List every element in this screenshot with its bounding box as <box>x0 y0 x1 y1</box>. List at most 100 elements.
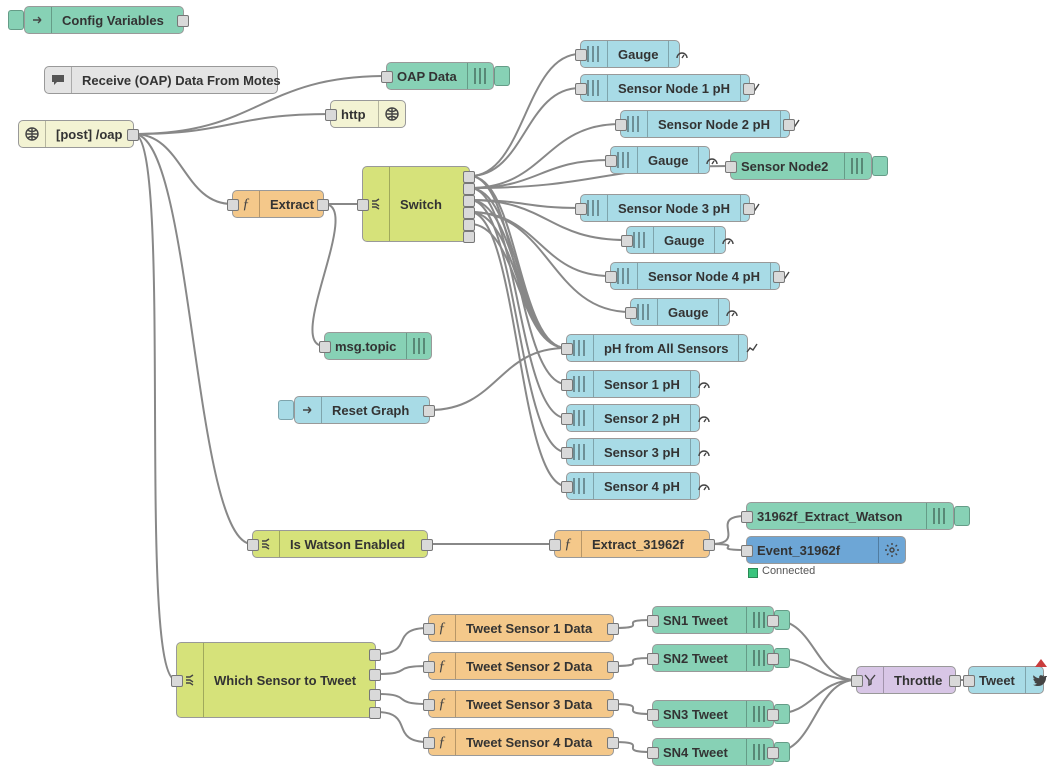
input-port[interactable] <box>647 615 659 627</box>
node-tw_s3[interactable]: ƒTweet Sensor 3 Data <box>428 690 614 718</box>
input-port[interactable] <box>561 413 573 425</box>
node-gauge3[interactable]: Gauge <box>626 226 726 254</box>
node-sn1_tweet[interactable]: SN1 Tweet <box>652 606 774 634</box>
action-button[interactable] <box>872 156 888 176</box>
wire[interactable] <box>470 224 566 348</box>
input-port[interactable] <box>247 539 259 551</box>
wire[interactable] <box>376 628 428 654</box>
input-port[interactable] <box>561 481 573 493</box>
node-extract_31962f[interactable]: ƒExtract_31962f <box>554 530 710 558</box>
node-s2_ph[interactable]: Sensor 2 pH <box>566 404 700 432</box>
node-which_sensor[interactable]: Which Sensor to Tweet <box>176 642 376 718</box>
node-sn4_tweet[interactable]: SN4 Tweet <box>652 738 774 766</box>
action-button[interactable] <box>954 506 970 526</box>
node-s1_ph[interactable]: Sensor 1 pH <box>566 370 700 398</box>
output-port[interactable] <box>703 539 715 551</box>
node-extract[interactable]: ƒExtract <box>232 190 324 218</box>
inject-button[interactable] <box>8 10 24 30</box>
node-tw_s1[interactable]: ƒTweet Sensor 1 Data <box>428 614 614 642</box>
inject-button[interactable] <box>278 400 294 420</box>
wire[interactable] <box>470 176 566 348</box>
wire[interactable] <box>430 348 566 410</box>
node-config_vars[interactable]: Config Variables <box>24 6 184 34</box>
output-port[interactable] <box>463 207 475 219</box>
input-port[interactable] <box>423 623 435 635</box>
wire[interactable] <box>470 200 580 208</box>
wire[interactable] <box>134 114 330 134</box>
node-s4_ph[interactable]: Sensor 4 pH <box>566 472 700 500</box>
output-port[interactable] <box>743 83 755 95</box>
node-oap_data[interactable]: OAP Data <box>386 62 494 90</box>
output-port[interactable] <box>421 539 433 551</box>
node-switch[interactable]: Switch <box>362 166 470 242</box>
input-port[interactable] <box>851 675 863 687</box>
node-ph_all[interactable]: pH from All Sensors <box>566 334 748 362</box>
wire[interactable] <box>470 160 610 188</box>
input-port[interactable] <box>605 155 617 167</box>
node-http[interactable]: http <box>330 100 406 128</box>
output-port[interactable] <box>767 747 779 759</box>
node-sn2_ph[interactable]: Sensor Node 2 pH <box>620 110 790 138</box>
node-event_31962f[interactable]: Event_31962f <box>746 536 906 564</box>
wire[interactable] <box>470 88 580 176</box>
input-port[interactable] <box>561 379 573 391</box>
input-port[interactable] <box>741 545 753 557</box>
input-port[interactable] <box>963 675 975 687</box>
input-port[interactable] <box>319 341 331 353</box>
input-port[interactable] <box>621 235 633 247</box>
wire[interactable] <box>376 712 428 742</box>
input-port[interactable] <box>575 83 587 95</box>
input-port[interactable] <box>741 511 753 523</box>
output-port[interactable] <box>463 219 475 231</box>
output-port[interactable] <box>177 15 189 27</box>
node-sn3_ph[interactable]: Sensor Node 3 pH <box>580 194 750 222</box>
output-port[interactable] <box>369 649 381 661</box>
input-port[interactable] <box>575 49 587 61</box>
node-sensor_node2[interactable]: Sensor Node2 <box>730 152 872 180</box>
input-port[interactable] <box>725 161 737 173</box>
node-comment_oap[interactable]: Receive (OAP) Data From Motes <box>44 66 278 94</box>
wire[interactable] <box>470 200 566 348</box>
node-msg_topic[interactable]: msg.topic <box>324 332 432 360</box>
wire[interactable] <box>470 200 566 452</box>
node-sn3_tweet[interactable]: SN3 Tweet <box>652 700 774 728</box>
wire[interactable] <box>376 666 428 674</box>
wire[interactable] <box>470 212 566 486</box>
wire[interactable] <box>470 124 620 188</box>
output-port[interactable] <box>463 171 475 183</box>
input-port[interactable] <box>423 737 435 749</box>
wire[interactable] <box>376 694 428 704</box>
input-port[interactable] <box>647 653 659 665</box>
action-button[interactable] <box>494 66 510 86</box>
output-port[interactable] <box>369 707 381 719</box>
output-port[interactable] <box>743 203 755 215</box>
wire[interactable] <box>470 212 630 312</box>
node-gauge2[interactable]: Gauge <box>610 146 710 174</box>
input-port[interactable] <box>575 203 587 215</box>
output-port[interactable] <box>317 199 329 211</box>
output-port[interactable] <box>463 183 475 195</box>
node-gauge4[interactable]: Gauge <box>630 298 730 326</box>
node-tw_s2[interactable]: ƒTweet Sensor 2 Data <box>428 652 614 680</box>
node-tw_s4[interactable]: ƒTweet Sensor 4 Data <box>428 728 614 756</box>
wire[interactable] <box>470 188 566 418</box>
output-port[interactable] <box>767 653 779 665</box>
wire[interactable] <box>470 176 566 384</box>
node-post_oap_in[interactable]: [post] /oap <box>18 120 134 148</box>
node-tweet[interactable]: Tweet <box>968 666 1044 694</box>
output-port[interactable] <box>463 195 475 207</box>
input-port[interactable] <box>561 447 573 459</box>
output-port[interactable] <box>783 119 795 131</box>
node-sn2_tweet[interactable]: SN2 Tweet <box>652 644 774 672</box>
output-port[interactable] <box>607 737 619 749</box>
input-port[interactable] <box>549 539 561 551</box>
input-port[interactable] <box>647 709 659 721</box>
node-sn4_ph[interactable]: Sensor Node 4 pH <box>610 262 780 290</box>
input-port[interactable] <box>423 699 435 711</box>
wire[interactable] <box>470 188 566 348</box>
node-s3_ph[interactable]: Sensor 3 pH <box>566 438 700 466</box>
input-port[interactable] <box>171 675 183 687</box>
node-extract_watson[interactable]: 31962f_Extract_Watson <box>746 502 954 530</box>
output-port[interactable] <box>463 231 475 243</box>
output-port[interactable] <box>369 689 381 701</box>
